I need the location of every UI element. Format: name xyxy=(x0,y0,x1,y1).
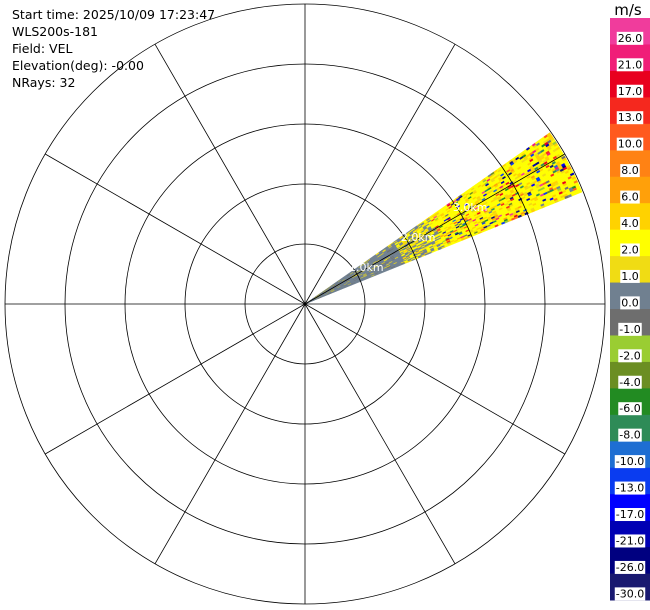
colorbar-tick-label: -1.0 xyxy=(619,323,640,336)
colorbar-tick-label: -10.0 xyxy=(616,455,644,468)
colorbar-tick-bg xyxy=(620,269,640,283)
colorbar-tick-bg xyxy=(614,534,646,548)
ring-label: 1.0km xyxy=(349,261,384,274)
start-time: Start time: 2025/10/09 17:23:47 xyxy=(12,7,216,22)
colorbar-tick-label: 8.0 xyxy=(621,164,639,177)
elevation: Elevation(deg): -0.00 xyxy=(12,58,144,73)
nrays: NRays: 32 xyxy=(12,75,76,90)
colorbar-tick-label: -4.0 xyxy=(619,376,640,389)
colorbar-tick-bg xyxy=(620,190,640,204)
instrument-name: WLS200s-181 xyxy=(12,24,98,39)
ppi-plot: 1.0km 2.0km 3.0km xyxy=(4,3,606,605)
colorbar-tick-label: 1.0 xyxy=(621,270,639,283)
colorbar-tick-bg xyxy=(616,137,644,151)
colorbar-tick-label: -8.0 xyxy=(619,429,640,442)
colorbar-label: m/s xyxy=(614,1,642,19)
colorbar-tick-label: -30.0 xyxy=(616,587,644,600)
azimuth-spoke xyxy=(304,303,566,455)
colorbar-tick-bg xyxy=(620,243,640,257)
colorbar-tick-bg xyxy=(620,217,640,231)
colorbar: m/s 26.0 21.0 17.0 13.0 10.0 8.0 6.0 4.0 2.0 1.0 0.… xyxy=(610,1,650,601)
colorbar-tick-bg xyxy=(620,296,640,310)
colorbar-tick-bg xyxy=(614,508,646,522)
colorbar-tick-bg xyxy=(616,84,644,98)
colorbar-tick-bg xyxy=(614,455,646,469)
colorbar-tick-label: -6.0 xyxy=(619,402,640,415)
header-info: Start time: 2025/10/09 17:23:47 WLS200s-… xyxy=(12,6,215,91)
azimuth-spokes xyxy=(5,4,605,604)
colorbar-tick-label: -2.0 xyxy=(619,349,640,362)
azimuth-spoke xyxy=(44,303,306,455)
colorbar-tick-bg xyxy=(614,481,646,495)
colorbar-tick-label: 10.0 xyxy=(618,138,643,151)
colorbar-tick-bg xyxy=(618,375,642,389)
colorbar-tick-label: -21.0 xyxy=(616,534,644,547)
colorbar-tick-bg xyxy=(614,587,646,601)
ring-label: 2.0km xyxy=(401,231,436,244)
azimuth-spoke xyxy=(304,43,456,305)
azimuth-spoke xyxy=(304,303,456,565)
colorbar-tick-label: 26.0 xyxy=(618,32,643,45)
azimuth-spoke xyxy=(44,153,306,305)
ring-labels: 1.0km 2.0km 3.0km xyxy=(349,201,488,274)
azimuth-spoke xyxy=(304,153,566,305)
azimuth-spoke xyxy=(154,303,306,565)
colorbar-tick-bg xyxy=(616,111,644,125)
colorbar-tick-label: 0.0 xyxy=(621,296,639,309)
colorbar-tick-bg xyxy=(616,58,644,72)
colorbar-tick-label: 17.0 xyxy=(618,85,643,98)
colorbar-tick-label: 2.0 xyxy=(621,243,639,256)
colorbar-tick-bg xyxy=(616,31,644,45)
colorbar-tick-bg xyxy=(618,322,642,336)
colorbar-tick-label: -13.0 xyxy=(616,482,644,495)
colorbar-tick-bg xyxy=(618,428,642,442)
colorbar-tick-bg xyxy=(620,164,640,178)
colorbar-tick-label: 21.0 xyxy=(618,58,643,71)
velocity-sector xyxy=(304,132,583,305)
azimuth-spoke xyxy=(154,43,306,305)
colorbar-tick-label: 6.0 xyxy=(621,191,639,204)
field-name: Field: VEL xyxy=(12,41,73,56)
velocity-gate xyxy=(577,189,583,194)
colorbar-tick-label: 4.0 xyxy=(621,217,639,230)
ring-label: 3.0km xyxy=(453,201,488,214)
colorbar-tick-label: -17.0 xyxy=(616,508,644,521)
colorbar-tick-label: 13.0 xyxy=(618,111,643,124)
colorbar-tick-label: -26.0 xyxy=(616,561,644,574)
colorbar-tick-bg xyxy=(618,402,642,416)
colorbar-tick-bg xyxy=(618,349,642,363)
colorbar-tick-bg xyxy=(614,560,646,574)
